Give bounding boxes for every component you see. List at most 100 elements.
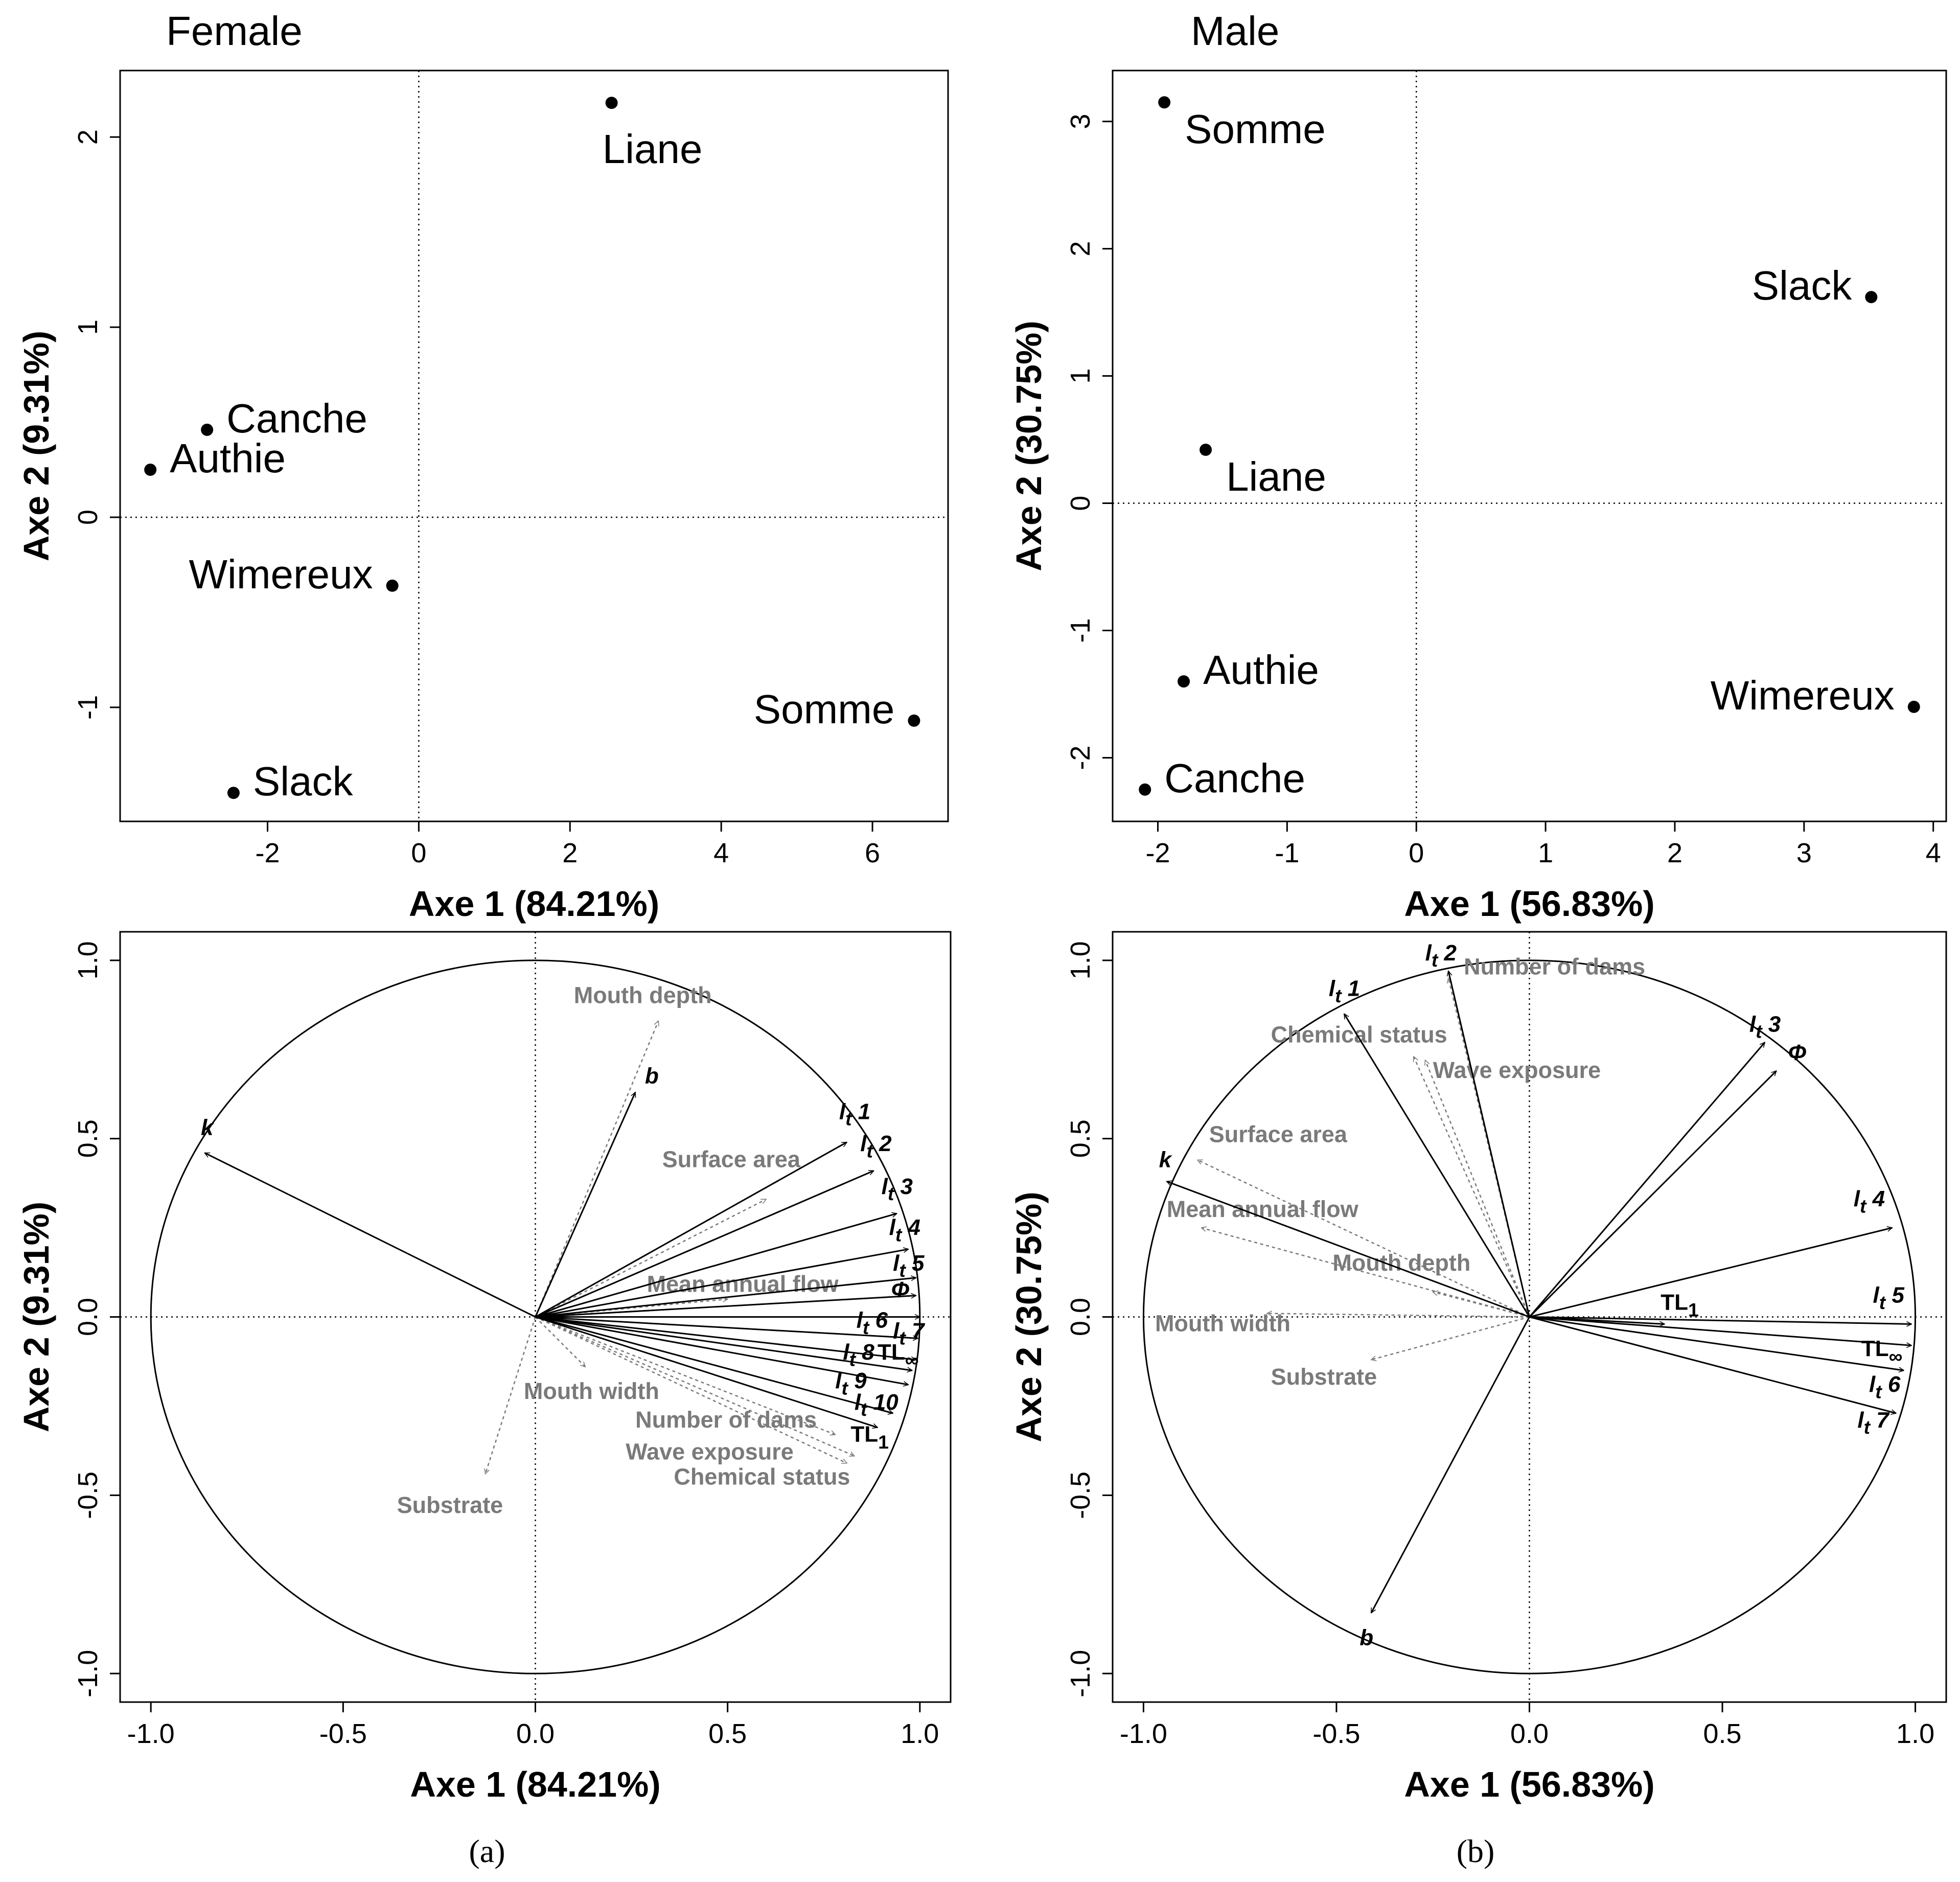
male-score-plot: -2 -1 0 1 2 3 4 -2 -1 0 1 2 3 Male Axe 1 (56.83%) Axe 2… xyxy=(1009,8,1947,924)
y-tick-label: -0.5 xyxy=(73,1472,103,1519)
supplementary-variable-label: Number of dams xyxy=(635,1407,817,1433)
active-variable-label: lt 3 xyxy=(1749,1012,1781,1042)
panel-label-b: (b) xyxy=(1457,1833,1495,1869)
y-tick-label: 0.0 xyxy=(73,1298,103,1336)
plot-title: Male xyxy=(1191,8,1279,54)
y-tick-label: 1.0 xyxy=(73,941,103,979)
active-variable-label: lt 4 xyxy=(1854,1186,1885,1217)
y-tick-label: 2 xyxy=(1065,241,1096,257)
supplementary-variable-label: Chemical status xyxy=(674,1463,850,1489)
active-variable-arrow xyxy=(535,1170,874,1318)
y-tick-label: 2 xyxy=(73,129,103,145)
active-variable-arrow xyxy=(1529,1316,1896,1413)
x-tick-label: 6 xyxy=(865,838,880,868)
supplementary-variable-arrow xyxy=(1425,1060,1530,1317)
active-variable-label: lt 7 xyxy=(1857,1408,1890,1438)
point-label: Somme xyxy=(1185,106,1326,152)
y-tick-label: 1.0 xyxy=(1065,941,1096,979)
supplementary-variable-label: Substrate xyxy=(397,1492,503,1518)
active-variable-label: lt 1 xyxy=(1329,976,1360,1006)
active-variable-label: b xyxy=(1359,1625,1373,1650)
x-tick-label: 1.0 xyxy=(1896,1718,1934,1749)
supplementary-variable-arrow xyxy=(486,1317,536,1474)
active-variable-arrow xyxy=(1370,1316,1530,1613)
x-tick-label: 1.0 xyxy=(901,1718,939,1749)
data-point xyxy=(144,463,157,476)
x-tick-label: 0 xyxy=(411,838,426,868)
supplementary-variable-label: Surface area xyxy=(1209,1121,1348,1147)
active-variable-arrow xyxy=(535,1316,912,1371)
x-tick-label: 4 xyxy=(713,838,729,868)
active-variable-label: Φ xyxy=(891,1277,909,1302)
supplementary-variable-arrow xyxy=(1267,1314,1530,1318)
x-tick-label: 0 xyxy=(1409,838,1424,868)
x-tick-label: -1.0 xyxy=(127,1718,175,1749)
supplementary-variable-label: Wave exposure xyxy=(1433,1057,1601,1083)
point-label: Slack xyxy=(1752,263,1853,308)
active-variable-label: lt 7 xyxy=(893,1318,926,1348)
active-variable-arrow xyxy=(1167,1181,1530,1318)
active-variable-label: lt 5 xyxy=(893,1251,925,1281)
point-label: Slack xyxy=(253,759,354,804)
x-tick-label: 2 xyxy=(562,838,578,868)
active-variable-label: lt 1 xyxy=(839,1099,870,1129)
active-variable-label: TL∞ xyxy=(1861,1336,1902,1367)
supplementary-variable-label: Surface area xyxy=(662,1146,801,1172)
female-score-plot: -2 0 2 4 6 -1 0 1 2 Female Axe 1 (84.21%) Axe 2 (9.… xyxy=(16,8,949,924)
active-variable-label: lt 6 xyxy=(1869,1372,1901,1402)
active-variable-arrow xyxy=(1529,1316,1904,1371)
supplementary-variable-label: Mouth depth xyxy=(1332,1250,1470,1276)
point-label: Wimereux xyxy=(189,552,373,597)
x-axis-label: Axe 1 (84.21%) xyxy=(409,884,659,924)
supplementary-variable-arrow xyxy=(1414,1057,1530,1318)
active-variable-label: TL1 xyxy=(1661,1290,1699,1321)
y-axis-label: Axe 2 (9.31%) xyxy=(16,331,56,561)
supplementary-variable-label: Chemical status xyxy=(1271,1021,1447,1047)
active-variable-label: TL1 xyxy=(850,1422,889,1453)
y-tick-label: 0.5 xyxy=(73,1119,103,1158)
supplementary-variable-arrow xyxy=(535,1316,847,1464)
active-variable-label: lt 4 xyxy=(889,1215,920,1245)
plot-title: Female xyxy=(166,8,303,54)
x-tick-label: 0.0 xyxy=(516,1718,555,1749)
y-tick-label: 3 xyxy=(1065,114,1096,129)
y-tick-label: -1.0 xyxy=(73,1650,103,1697)
active-variable-label: lt 3 xyxy=(882,1174,913,1204)
data-point xyxy=(201,423,214,436)
y-tick-label: 1 xyxy=(1065,369,1096,384)
active-variable-arrow xyxy=(535,1141,847,1318)
active-variable-arrow xyxy=(535,1316,918,1339)
supplementary-variable-label: Wave exposure xyxy=(626,1439,793,1465)
y-tick-label: 1 xyxy=(73,319,103,335)
data-point xyxy=(908,714,920,727)
point-label: Canche xyxy=(1164,755,1305,801)
point-label: Liane xyxy=(1226,454,1326,499)
x-tick-label: -0.5 xyxy=(319,1718,367,1749)
y-tick-label: 0.5 xyxy=(1065,1119,1096,1158)
data-point xyxy=(1200,443,1212,456)
active-variable-label: Φ xyxy=(1788,1040,1806,1065)
active-variable-arrow xyxy=(1448,971,1530,1317)
x-tick-label: 2 xyxy=(1667,838,1682,868)
point-label: Somme xyxy=(754,686,895,732)
y-tick-label: -1.0 xyxy=(1065,1650,1096,1697)
y-tick-label: 0 xyxy=(1065,496,1096,511)
supplementary-variable-label: Substrate xyxy=(1271,1364,1377,1390)
active-variable-label: b xyxy=(645,1064,659,1089)
x-tick-label: 0.5 xyxy=(708,1718,747,1749)
data-point xyxy=(1178,675,1190,688)
data-point xyxy=(1907,700,1920,713)
female-correlation-circle: -1.0 -0.5 0.0 0.5 1.0 -1.0 -0.5 0.0 0.5 1.0 Axe 1 … xyxy=(16,931,952,1804)
data-point xyxy=(227,787,240,799)
panel-label-a: (a) xyxy=(469,1833,505,1869)
supplementary-variable-arrow xyxy=(1433,1292,1530,1318)
active-variable-arrow xyxy=(205,1152,536,1318)
x-tick-label: 3 xyxy=(1796,838,1812,868)
data-point xyxy=(1139,783,1151,796)
active-variable-arrow xyxy=(1529,1071,1777,1318)
x-tick-label: 1 xyxy=(1538,838,1553,868)
supplementary-variable-arrow xyxy=(535,1316,836,1435)
y-axis-label: Axe 2 (30.75%) xyxy=(1009,320,1049,571)
data-point xyxy=(1865,291,1878,304)
